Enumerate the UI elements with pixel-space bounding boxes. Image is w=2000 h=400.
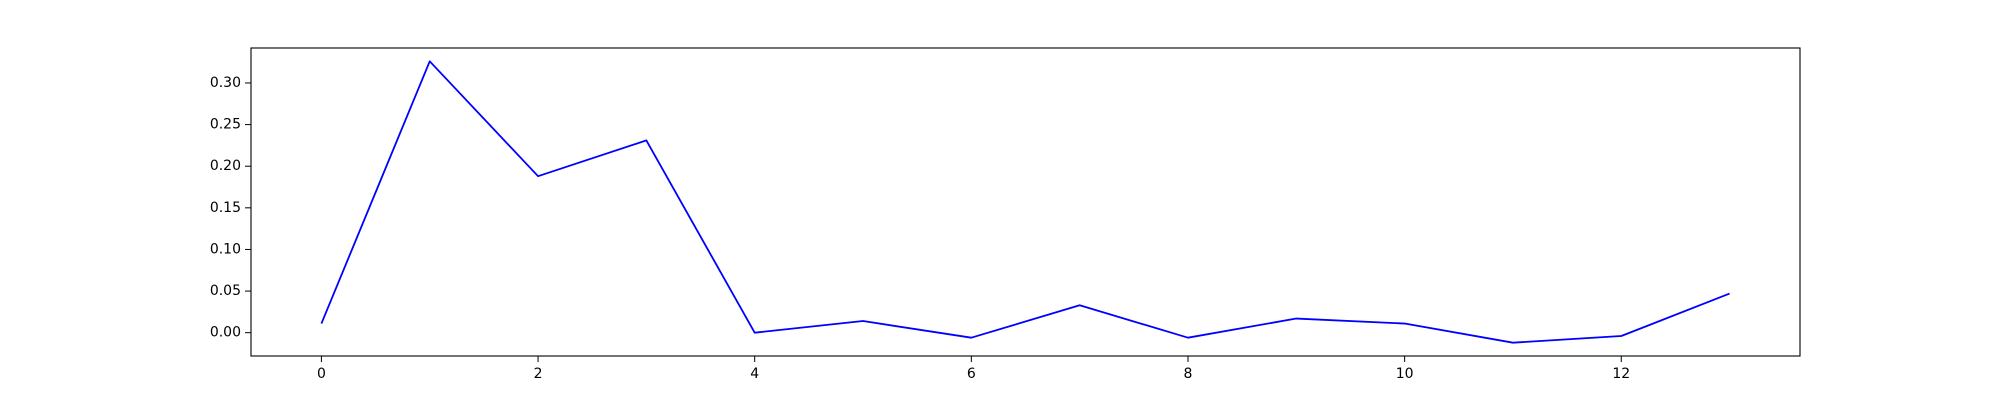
- x-tick-label: 2: [534, 366, 543, 382]
- plot-frame: [250, 47, 1801, 357]
- y-tick-label: 0.25: [210, 117, 241, 133]
- y-tick-label: 0.10: [210, 241, 241, 257]
- y-tick-label: 0.30: [210, 75, 241, 91]
- x-tick-label: 8: [1184, 366, 1193, 382]
- y-axis: 0.00 0.05 0.10 0.15 0.20 0.25 0.30: [210, 75, 251, 341]
- y-tick-label: 0.00: [210, 325, 241, 341]
- x-tick-label: 10: [1396, 366, 1414, 382]
- x-tick-label: 0: [317, 366, 326, 382]
- plot-area: [251, 48, 1800, 356]
- x-tick-label: 6: [967, 366, 976, 382]
- y-tick-label: 0.05: [210, 283, 241, 299]
- y-tick-label: 0.20: [210, 158, 241, 174]
- x-tick-label: 12: [1612, 366, 1630, 382]
- series-layer: [320, 60, 1730, 344]
- x-tick-label: 4: [750, 366, 759, 382]
- y-tick-label: 0.15: [210, 200, 241, 216]
- x-axis: 0 2 4 6 8 10 12: [317, 356, 1630, 382]
- series-line: [320, 60, 1730, 344]
